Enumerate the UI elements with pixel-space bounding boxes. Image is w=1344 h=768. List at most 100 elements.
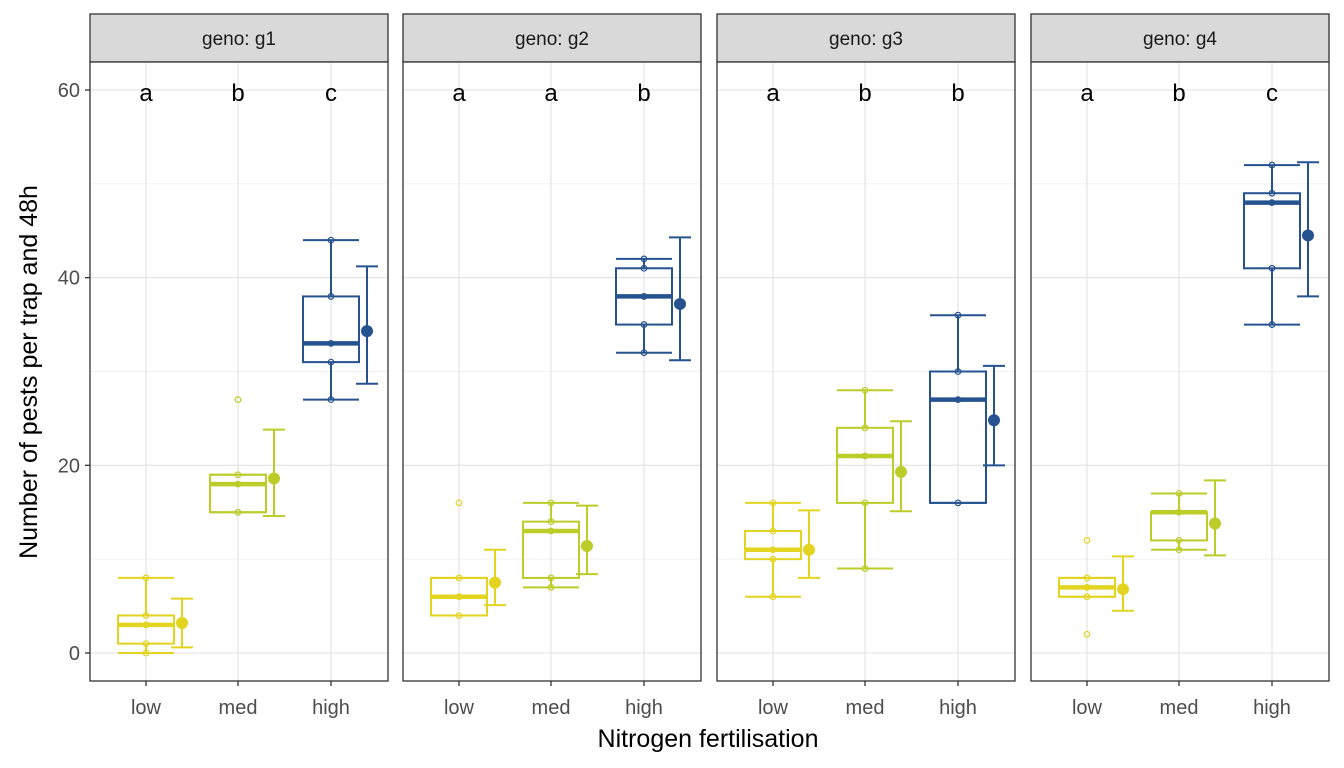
data-point: [1083, 583, 1091, 591]
data-point: [861, 565, 869, 572]
y-tick-label: 20: [58, 455, 80, 477]
group-high: c high: [302, 80, 378, 719]
significance-letter: b: [858, 80, 871, 107]
data-point: [1175, 508, 1183, 516]
group-high: b high: [615, 80, 691, 719]
data-point: [954, 368, 962, 375]
group-med: a med: [522, 80, 598, 719]
facet-panel-g4: geno: g4 a low b med c high: [1030, 13, 1330, 719]
group-low: a low: [117, 80, 193, 719]
group-low: a low: [430, 80, 506, 719]
facet-strip: [402, 13, 702, 63]
data-point: [234, 396, 242, 404]
x-tick-label: low: [758, 697, 789, 719]
significance-letter: a: [766, 80, 780, 107]
significance-letter: a: [544, 80, 558, 107]
group-med: b med: [1150, 80, 1226, 719]
data-point: [1268, 264, 1276, 272]
significance-letter: b: [1172, 80, 1185, 107]
data-point: [547, 499, 555, 507]
data-point: [234, 508, 242, 516]
data-point: [547, 583, 555, 591]
data-point: [861, 386, 869, 394]
data-point: [954, 499, 962, 507]
data-point: [455, 612, 463, 619]
data-point: [142, 574, 150, 582]
x-tick-label: low: [131, 697, 162, 719]
data-point: [455, 574, 463, 582]
significance-letter: a: [1080, 80, 1094, 107]
panel-border: [716, 61, 1016, 682]
data-point: [327, 396, 335, 404]
data-point: [640, 255, 648, 263]
box: [744, 530, 802, 561]
group-med: b med: [209, 80, 285, 719]
y-tick-label: 40: [58, 268, 80, 290]
mean-point: [803, 543, 815, 556]
data-point: [1175, 490, 1183, 497]
mean-point: [674, 297, 686, 310]
x-tick-label: high: [939, 697, 977, 719]
y-tick-label: 60: [58, 80, 80, 102]
group-low: a low: [744, 80, 820, 719]
facet-strip-label: geno: g3: [829, 29, 903, 50]
y-axis-title: Number of pests per trap and 48h: [15, 185, 43, 559]
group-med: b med: [836, 80, 912, 719]
mean-point: [1117, 583, 1129, 596]
x-tick-label: med: [532, 697, 571, 719]
data-point: [769, 527, 777, 535]
data-point: [547, 574, 555, 582]
x-axis-title: Nitrogen fertilisation: [598, 725, 819, 753]
data-point: [234, 480, 242, 488]
data-point: [769, 593, 777, 601]
box: [836, 426, 894, 504]
data-point: [1268, 189, 1276, 197]
mean-point: [1302, 229, 1314, 242]
data-point: [1083, 630, 1091, 638]
data-point: [1268, 321, 1276, 328]
facet-strip: [1030, 13, 1330, 63]
significance-letter: a: [452, 80, 466, 107]
data-point: [455, 499, 463, 507]
mean-point: [489, 576, 501, 589]
panel-border: [402, 61, 702, 682]
x-tick-label: med: [219, 697, 258, 719]
significance-letter: c: [325, 80, 337, 107]
data-point: [640, 349, 648, 357]
facet-strip-label: geno: g4: [1143, 29, 1217, 50]
x-tick-label: med: [1160, 697, 1199, 719]
data-point: [547, 527, 555, 535]
data-point: [954, 311, 962, 319]
data-point: [234, 471, 242, 479]
data-point: [1175, 546, 1183, 554]
mean-point: [581, 540, 593, 553]
box: [302, 295, 360, 364]
data-point: [1083, 574, 1091, 582]
data-point: [1268, 199, 1276, 207]
group-low: a low: [1058, 80, 1134, 719]
group-high: b high: [929, 80, 1005, 719]
data-point: [1083, 593, 1091, 601]
data-point: [327, 339, 335, 347]
x-tick-label: high: [1253, 697, 1291, 719]
data-point: [327, 358, 335, 366]
box: [209, 473, 267, 514]
x-tick-label: low: [444, 697, 475, 719]
data-point: [327, 236, 335, 244]
data-point: [769, 499, 777, 507]
panel-border: [1030, 61, 1330, 682]
data-point: [640, 264, 648, 272]
data-point: [640, 293, 648, 300]
significance-letter: b: [231, 80, 244, 107]
significance-letter: a: [139, 80, 153, 107]
data-point: [142, 612, 150, 619]
data-point: [547, 518, 555, 526]
significance-letter: b: [951, 80, 964, 107]
significance-letter: c: [1266, 80, 1278, 107]
data-point: [142, 649, 150, 657]
data-point: [1083, 537, 1091, 544]
data-point: [455, 593, 463, 601]
data-point: [1268, 161, 1276, 169]
